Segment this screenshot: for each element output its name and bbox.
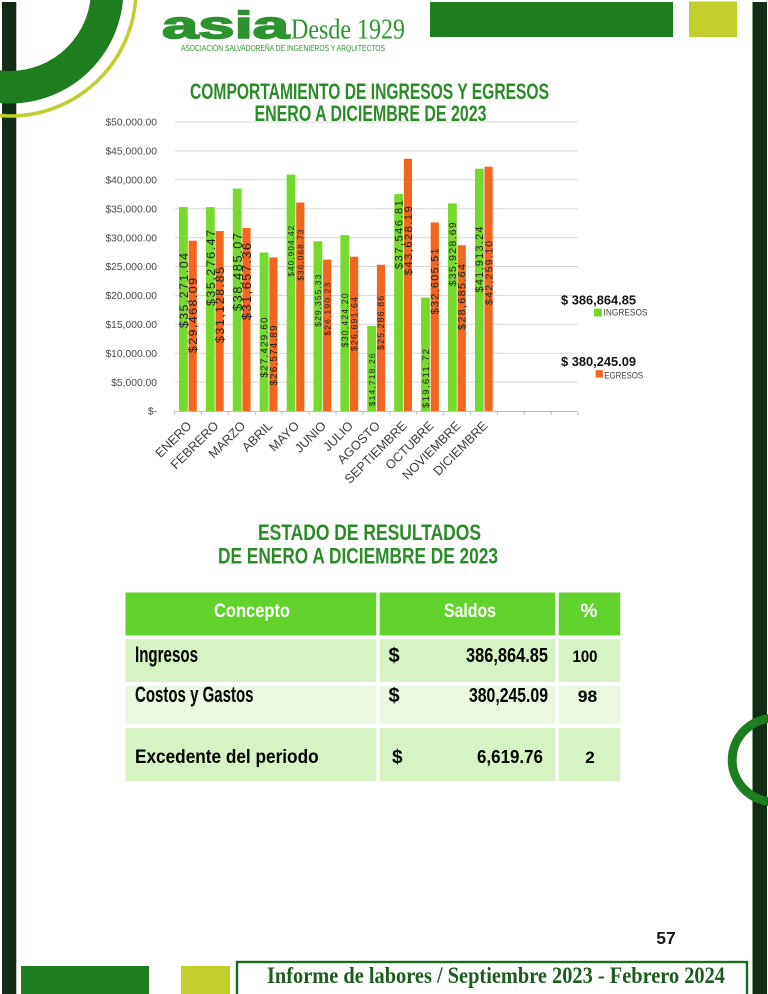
svg-text:98: 98 bbox=[578, 687, 598, 706]
svg-text:$10,000.00: $10,000.00 bbox=[105, 349, 157, 360]
svg-text:Informe de labores / Septiembr: Informe de labores / Septiembre 2023 - F… bbox=[267, 963, 725, 988]
svg-text:EGRESOS: EGRESOS bbox=[604, 370, 643, 380]
svg-text:Concepto: Concepto bbox=[214, 601, 290, 622]
svg-text:2: 2 bbox=[585, 748, 594, 767]
svg-text:COMPORTAMIENTO DE INGRESOS Y E: COMPORTAMIENTO DE INGRESOS Y EGRESOS bbox=[190, 79, 549, 104]
svg-text:$5,000.00: $5,000.00 bbox=[111, 378, 157, 389]
svg-text:$ 386,864.85: $ 386,864.85 bbox=[561, 293, 636, 308]
svg-text:$32,605.51: $32,605.51 bbox=[430, 248, 442, 314]
svg-text:$35,928.69: $35,928.69 bbox=[448, 222, 459, 286]
svg-text:$30,424.20: $30,424.20 bbox=[340, 293, 350, 347]
svg-text:$15,000.00: $15,000.00 bbox=[105, 320, 157, 331]
svg-text:Desde 1929: Desde 1929 bbox=[291, 15, 405, 46]
svg-text:$43,628.19: $43,628.19 bbox=[403, 206, 415, 275]
svg-text:$25,000.00: $25,000.00 bbox=[105, 262, 157, 273]
svg-text:$25,286.86: $25,286.86 bbox=[376, 296, 386, 350]
svg-text:asia: asia bbox=[162, 5, 290, 47]
svg-text:$38,485.07: $38,485.07 bbox=[231, 233, 245, 311]
svg-text:$40,000.00: $40,000.00 bbox=[105, 176, 157, 187]
svg-text:$: $ bbox=[392, 747, 403, 768]
svg-text:$ 380,245.09: $ 380,245.09 bbox=[561, 354, 636, 369]
svg-text:$40,904.42: $40,904.42 bbox=[286, 225, 296, 276]
svg-text:$26,691.64: $26,691.64 bbox=[349, 297, 359, 351]
svg-text:$20,000.00: $20,000.00 bbox=[105, 291, 157, 302]
svg-text:$35,276.47: $35,276.47 bbox=[204, 230, 218, 306]
svg-text:$50,000.00: $50,000.00 bbox=[105, 118, 157, 129]
svg-text:DE ENERO A DICIEMBRE DE 2023: DE ENERO A DICIEMBRE DE 2023 bbox=[218, 544, 498, 569]
svg-text:Costos y Gastos: Costos y Gastos bbox=[135, 682, 254, 707]
svg-text:ASOCIACIÓN SALVADOREÑA DE INGE: ASOCIACIÓN SALVADOREÑA DE INGENIEROS Y A… bbox=[181, 43, 385, 53]
svg-text:Saldos: Saldos bbox=[444, 601, 496, 622]
svg-text:$45,000.00: $45,000.00 bbox=[105, 147, 157, 158]
svg-text:$29,468.09: $29,468.09 bbox=[186, 278, 200, 353]
svg-text:380,245.09: 380,245.09 bbox=[469, 685, 548, 707]
svg-text:%: % bbox=[581, 601, 598, 622]
svg-text:INGRESOS: INGRESOS bbox=[604, 308, 648, 318]
svg-text:Ingresos: Ingresos bbox=[135, 642, 198, 667]
svg-text:$27,429.60: $27,429.60 bbox=[260, 317, 271, 378]
svg-text:$42,259.10: $42,259.10 bbox=[484, 241, 495, 305]
svg-text:$28,685.64: $28,685.64 bbox=[457, 264, 469, 330]
svg-text:$29,355.33: $29,355.33 bbox=[313, 274, 323, 326]
svg-text:$: $ bbox=[389, 645, 400, 667]
svg-text:$41,913.24: $41,913.24 bbox=[474, 227, 486, 293]
svg-text:57: 57 bbox=[656, 928, 675, 948]
svg-text:386,864.85: 386,864.85 bbox=[466, 645, 548, 667]
svg-text:$31,128.85: $31,128.85 bbox=[213, 267, 227, 343]
svg-text:$35,271.04: $35,271.04 bbox=[177, 253, 191, 328]
svg-text:$37,546.81: $37,546.81 bbox=[394, 200, 406, 269]
svg-text:ESTADO DE RESULTADOS: ESTADO DE RESULTADOS bbox=[258, 520, 481, 545]
svg-text:$: $ bbox=[389, 685, 400, 707]
svg-text:$31,657.36: $31,657.36 bbox=[240, 243, 254, 320]
svg-text:$30,000.00: $30,000.00 bbox=[105, 233, 157, 244]
svg-text:$14,718.26: $14,718.26 bbox=[367, 353, 377, 406]
svg-text:$-: $- bbox=[148, 407, 157, 418]
svg-text:6,619.76: 6,619.76 bbox=[477, 747, 543, 767]
svg-text:$35,000.00: $35,000.00 bbox=[105, 204, 157, 215]
svg-text:$26,190.23: $26,190.23 bbox=[322, 282, 332, 335]
svg-text:100: 100 bbox=[573, 647, 598, 666]
svg-text:$36,068.73: $36,068.73 bbox=[295, 229, 305, 280]
svg-text:Excedente del periodo: Excedente del periodo bbox=[135, 747, 319, 768]
svg-text:$26,574.89: $26,574.89 bbox=[269, 326, 280, 386]
